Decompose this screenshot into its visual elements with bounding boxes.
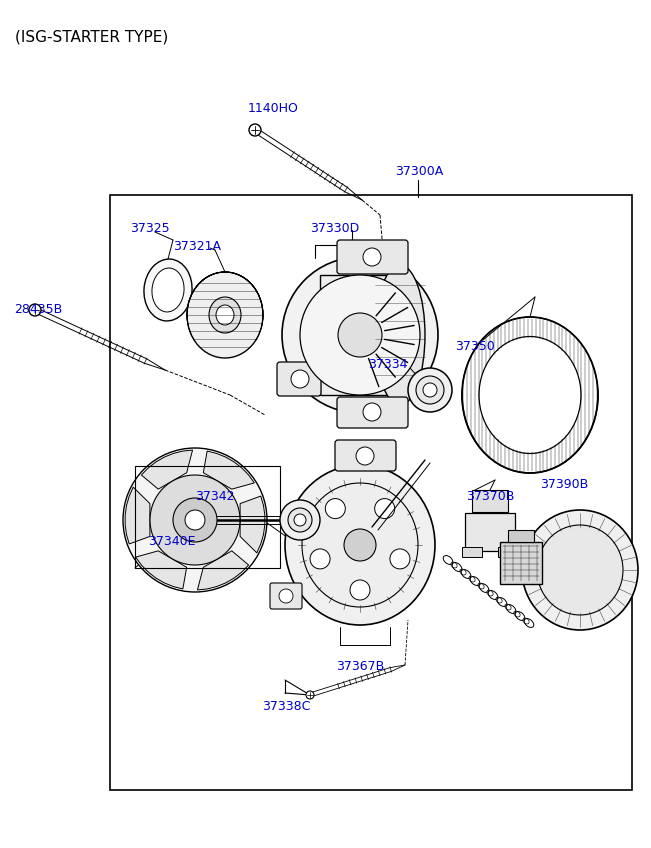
- Ellipse shape: [423, 383, 437, 397]
- Ellipse shape: [462, 317, 598, 473]
- Text: 37390B: 37390B: [540, 478, 589, 491]
- Ellipse shape: [29, 304, 41, 316]
- Ellipse shape: [209, 297, 241, 333]
- Ellipse shape: [294, 514, 306, 526]
- Polygon shape: [240, 496, 265, 553]
- Ellipse shape: [300, 275, 420, 395]
- Ellipse shape: [280, 500, 320, 540]
- Polygon shape: [125, 487, 150, 544]
- Ellipse shape: [390, 549, 410, 569]
- Text: 28435B: 28435B: [14, 303, 62, 316]
- Ellipse shape: [152, 268, 184, 312]
- Ellipse shape: [375, 265, 425, 405]
- Ellipse shape: [291, 370, 309, 388]
- FancyBboxPatch shape: [277, 362, 321, 396]
- Bar: [135, 466, 280, 568]
- Bar: [462, 547, 482, 557]
- Text: 37340E: 37340E: [148, 535, 195, 548]
- Ellipse shape: [537, 525, 623, 615]
- Ellipse shape: [144, 259, 192, 321]
- Ellipse shape: [302, 483, 418, 607]
- Ellipse shape: [187, 272, 263, 358]
- Text: 37325: 37325: [130, 222, 170, 235]
- Text: 37367B: 37367B: [336, 660, 384, 673]
- Ellipse shape: [363, 248, 381, 266]
- Bar: [500, 542, 542, 584]
- Ellipse shape: [363, 403, 381, 421]
- Ellipse shape: [288, 508, 312, 532]
- Ellipse shape: [326, 499, 345, 519]
- Text: 37334: 37334: [368, 358, 408, 371]
- Text: 37342: 37342: [195, 490, 234, 503]
- FancyBboxPatch shape: [335, 440, 396, 471]
- Text: 37370B: 37370B: [466, 490, 514, 503]
- Ellipse shape: [416, 376, 444, 404]
- Ellipse shape: [285, 465, 435, 625]
- Ellipse shape: [408, 368, 452, 412]
- Ellipse shape: [344, 529, 376, 561]
- Bar: [465, 513, 515, 551]
- FancyBboxPatch shape: [337, 397, 408, 428]
- Polygon shape: [141, 450, 193, 489]
- Ellipse shape: [173, 498, 217, 542]
- Ellipse shape: [150, 475, 240, 565]
- Text: 1140HO: 1140HO: [248, 102, 299, 115]
- Bar: [498, 547, 518, 557]
- Text: 37300A: 37300A: [395, 165, 443, 178]
- Text: (ISG-STARTER TYPE): (ISG-STARTER TYPE): [15, 30, 168, 45]
- Polygon shape: [135, 551, 187, 589]
- Polygon shape: [197, 551, 249, 590]
- Ellipse shape: [185, 510, 205, 530]
- Ellipse shape: [350, 580, 370, 600]
- Ellipse shape: [249, 124, 261, 136]
- Polygon shape: [320, 275, 410, 395]
- Ellipse shape: [310, 549, 330, 569]
- Ellipse shape: [375, 499, 395, 519]
- Bar: [472, 490, 508, 512]
- Bar: [110, 195, 632, 790]
- FancyBboxPatch shape: [270, 583, 302, 609]
- Ellipse shape: [522, 510, 638, 630]
- Ellipse shape: [123, 448, 267, 592]
- Ellipse shape: [479, 337, 581, 454]
- Text: 37330D: 37330D: [310, 222, 359, 235]
- Text: 37321A: 37321A: [173, 240, 221, 253]
- Ellipse shape: [338, 313, 382, 357]
- Text: 37350: 37350: [455, 340, 495, 353]
- Ellipse shape: [282, 257, 438, 413]
- Ellipse shape: [356, 447, 374, 465]
- Bar: [508, 530, 534, 542]
- Polygon shape: [203, 451, 255, 489]
- Ellipse shape: [306, 691, 314, 699]
- Text: 37338C: 37338C: [262, 700, 311, 713]
- Ellipse shape: [216, 305, 234, 325]
- FancyBboxPatch shape: [337, 240, 408, 274]
- Ellipse shape: [279, 589, 293, 603]
